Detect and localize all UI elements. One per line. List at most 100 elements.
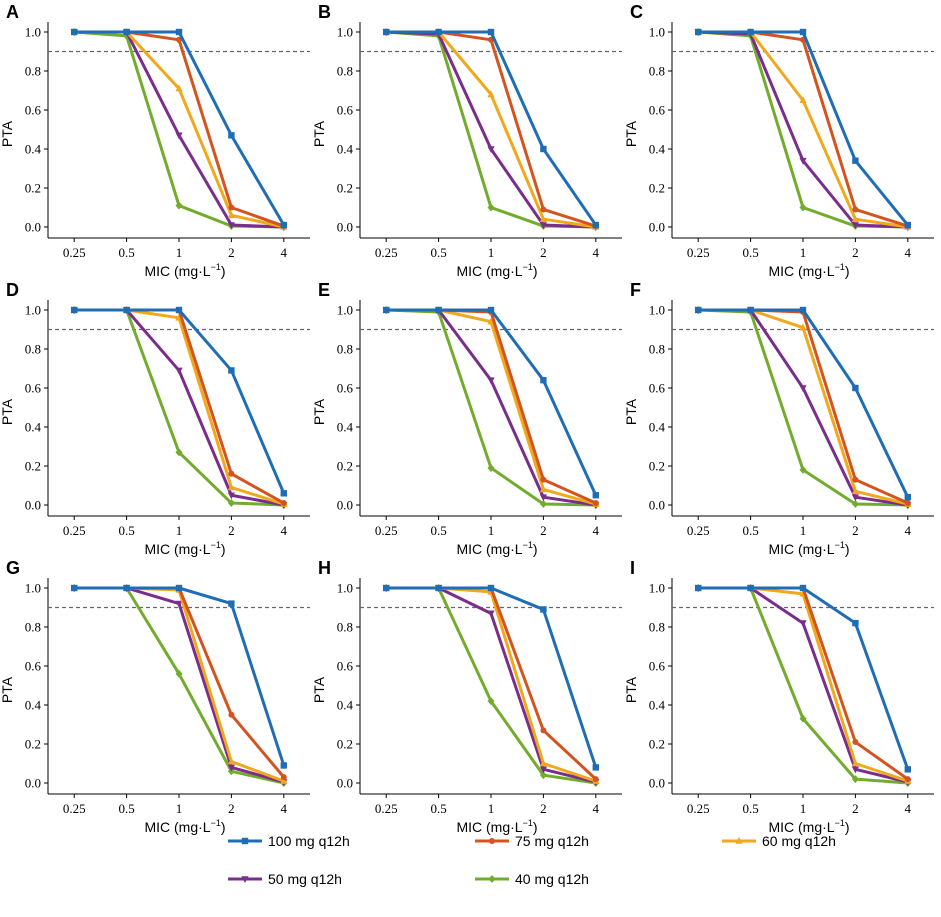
data-point bbox=[851, 775, 859, 784]
data-point bbox=[799, 306, 807, 314]
data-point bbox=[228, 600, 235, 607]
series-line bbox=[74, 30, 284, 229]
x-axis-title: MIC (mg·L−1) bbox=[768, 262, 849, 279]
x-tick-label: 0.25 bbox=[63, 801, 86, 816]
x-tick-label: 0.5 bbox=[118, 245, 134, 260]
series-line bbox=[386, 308, 597, 505]
x-axis-title: MIC (mg·L−1) bbox=[768, 540, 849, 557]
y-tick-label: 0.0 bbox=[649, 498, 665, 513]
y-tick-label: 0.6 bbox=[337, 381, 354, 396]
data-point bbox=[799, 584, 807, 592]
data-point bbox=[228, 711, 235, 718]
x-tick-label: 0.25 bbox=[375, 523, 398, 538]
y-tick-label: 0.8 bbox=[649, 620, 665, 635]
series-line bbox=[698, 308, 908, 507]
series-line bbox=[74, 30, 284, 229]
legend-item: 50 mg q12h bbox=[228, 871, 342, 887]
series-40-mg-q12h bbox=[70, 584, 288, 787]
data-point bbox=[904, 221, 911, 229]
data-point bbox=[852, 619, 859, 627]
data-point bbox=[227, 222, 235, 230]
series-line bbox=[74, 586, 285, 783]
x-tick-label: 1 bbox=[488, 801, 495, 816]
series-75-mg-q12h bbox=[695, 307, 911, 507]
x-tick-label: 0.25 bbox=[375, 801, 398, 816]
y-tick-label: 0.8 bbox=[25, 342, 41, 357]
x-tick-label: 2 bbox=[228, 245, 235, 260]
legend-label: 75 mg q12h bbox=[515, 833, 589, 849]
x-tick-label: 0.5 bbox=[742, 245, 758, 260]
x-tick-label: 1 bbox=[488, 245, 495, 260]
data-point bbox=[799, 465, 807, 474]
data-point bbox=[799, 203, 807, 212]
series-40-mg-q12h bbox=[70, 306, 288, 509]
series-line bbox=[386, 30, 597, 228]
panel-b: B 0.0 0.2 0.4 0.6 0.8 1.0 0.25 0.5 1 2 4 PTA MIC (mg·… bbox=[311, 2, 622, 279]
y-tick-label: 0.6 bbox=[649, 103, 666, 118]
y-tick-label: 0.2 bbox=[649, 181, 665, 196]
series-line bbox=[698, 30, 909, 229]
legend-item: 40 mg q12h bbox=[475, 871, 589, 887]
x-tick-label: 0.25 bbox=[687, 245, 710, 260]
legend-label: 40 mg q12h bbox=[515, 871, 589, 887]
data-point bbox=[435, 28, 442, 36]
x-tick-label: 1 bbox=[800, 245, 807, 260]
x-tick-label: 0.25 bbox=[687, 801, 710, 816]
data-point bbox=[487, 463, 495, 472]
series-60-mg-q12h bbox=[382, 28, 600, 230]
legend-item: 75 mg q12h bbox=[475, 833, 589, 849]
x-tick-label: 0.25 bbox=[63, 523, 86, 538]
series-40-mg-q12h bbox=[70, 28, 288, 231]
data-point bbox=[852, 157, 859, 164]
data-point bbox=[280, 490, 287, 497]
series-75-mg-q12h bbox=[71, 29, 287, 230]
data-point bbox=[487, 317, 495, 325]
data-point bbox=[851, 215, 859, 222]
panel-a: A 0.0 0.2 0.4 0.6 0.8 1.0 0.25 0.5 1 2 4 PTA MIC (mg·… bbox=[0, 2, 310, 279]
y-tick-label: 1.0 bbox=[25, 303, 41, 318]
x-tick-label: 0.5 bbox=[742, 801, 758, 816]
series-line bbox=[386, 30, 598, 226]
data-point bbox=[539, 222, 547, 230]
x-tick-label: 4 bbox=[905, 245, 912, 260]
series-line bbox=[386, 308, 597, 507]
data-point bbox=[592, 492, 599, 499]
data-point bbox=[71, 306, 78, 314]
data-point bbox=[539, 215, 547, 222]
data-point bbox=[487, 90, 495, 98]
y-tick-label: 0.2 bbox=[25, 459, 41, 474]
series-60-mg-q12h bbox=[694, 306, 912, 507]
data-point bbox=[71, 584, 78, 592]
series-100-mg-q12h bbox=[71, 584, 287, 769]
y-tick-label: 0.0 bbox=[25, 498, 41, 513]
panel-label: I bbox=[630, 558, 635, 578]
series-line bbox=[698, 308, 909, 506]
data-point bbox=[540, 476, 547, 483]
x-tick-label: 4 bbox=[281, 245, 288, 260]
series-line bbox=[386, 30, 596, 229]
panel-label: B bbox=[318, 2, 331, 22]
data-point bbox=[540, 727, 547, 734]
data-point bbox=[175, 132, 183, 140]
data-point bbox=[851, 759, 859, 767]
data-point bbox=[383, 584, 390, 592]
data-point bbox=[123, 28, 130, 36]
series-60-mg-q12h bbox=[70, 28, 288, 230]
data-point bbox=[799, 714, 807, 723]
panel-label: C bbox=[630, 2, 643, 22]
y-tick-label: 0.0 bbox=[337, 220, 353, 235]
data-point bbox=[747, 28, 754, 36]
x-tick-label: 1 bbox=[176, 523, 183, 538]
series-50-mg-q12h bbox=[694, 307, 912, 509]
x-tick-label: 4 bbox=[281, 523, 288, 538]
panel-h: H 0.0 0.2 0.4 0.6 0.8 1.0 0.25 0.5 1 2 4 PTA MIC (mg·… bbox=[311, 558, 622, 835]
data-point bbox=[487, 203, 495, 212]
panel-label: E bbox=[318, 280, 330, 300]
series-line bbox=[698, 30, 908, 229]
panel-i: I 0.0 0.2 0.4 0.6 0.8 1.0 0.25 0.5 1 2 4 PTA MIC (mg·… bbox=[623, 558, 934, 835]
data-point bbox=[487, 697, 495, 706]
legend-marker bbox=[735, 837, 743, 844]
series-40-mg-q12h bbox=[694, 306, 912, 509]
data-point bbox=[540, 377, 547, 384]
